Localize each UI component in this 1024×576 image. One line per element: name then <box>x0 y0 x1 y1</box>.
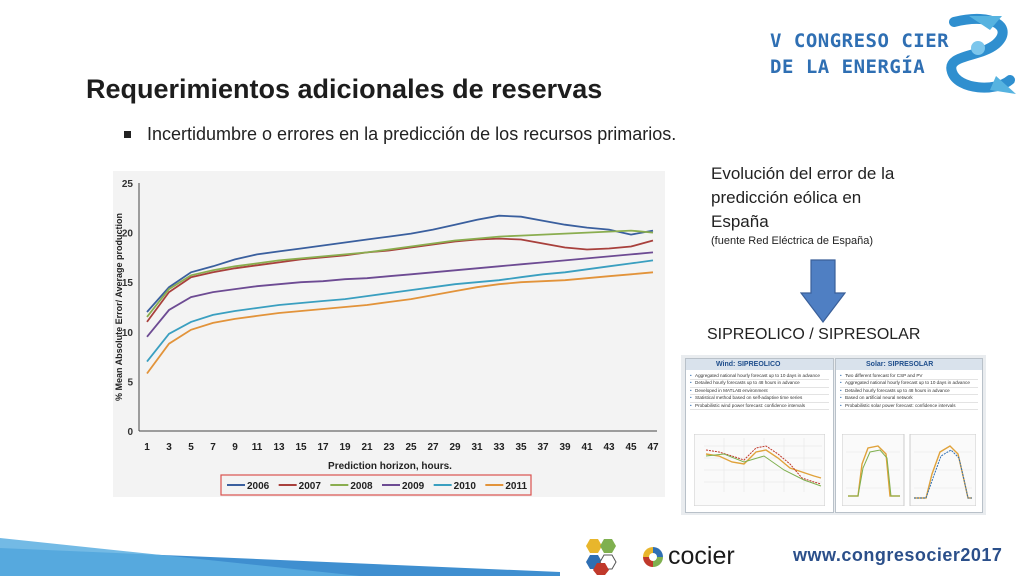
down-arrow-icon <box>800 259 846 323</box>
list-item: Aggregated national hourly forecast up t… <box>840 380 978 388</box>
caption-line-3: España <box>711 212 769 231</box>
y-tick-label: 25 <box>122 179 134 190</box>
forecast-panels: Wind: SIPREOLICO Aggregated national hou… <box>681 355 986 515</box>
list-item: Two different forecast for CSP and PV <box>840 373 978 381</box>
bullet-text: Incertidumbre o errores en la predicción… <box>147 124 677 144</box>
solar-panel-title: Solar: SIPRESOLAR <box>836 359 982 370</box>
x-tick-label: 21 <box>361 442 373 453</box>
x-tick-label: 27 <box>427 442 439 453</box>
cier-hexagon-logo-icon <box>586 539 617 575</box>
logo-line-2: DE LA ENERGÍA <box>770 56 926 78</box>
x-tick-label: 31 <box>471 442 483 453</box>
x-tick-label: 47 <box>647 442 659 453</box>
y-tick-label: 15 <box>122 278 134 289</box>
list-item: Probabilistic wind power forecast: confi… <box>690 403 829 411</box>
list-item: Detailed hourly forecasts up to 48 hours… <box>690 380 829 388</box>
x-tick-label: 37 <box>537 442 549 453</box>
list-item: Developed in MATLAB environment <box>690 388 829 396</box>
list-item: Detailed hourly forecasts up to 48 hours… <box>840 388 978 396</box>
series-line-2011 <box>146 271 654 375</box>
footer-decoration <box>0 538 1024 576</box>
congress-logo: V CONGRESO CIER DE LA ENERGÍA <box>764 10 1019 98</box>
x-tick-label: 11 <box>252 442 263 453</box>
x-tick-label: 33 <box>493 442 505 453</box>
series-line-2009 <box>146 251 654 338</box>
series-line-2008 <box>146 229 654 318</box>
wind-panel: Wind: SIPREOLICO Aggregated national hou… <box>685 358 834 513</box>
series-line-2010 <box>146 259 654 363</box>
list-item: Aggregated national hourly forecast up t… <box>690 373 829 381</box>
x-tick-label: 29 <box>449 442 461 453</box>
x-tick-label: 5 <box>188 442 194 453</box>
bullet-item: Incertidumbre o errores en la predicción… <box>124 124 676 145</box>
legend-label: 2011 <box>505 481 527 492</box>
x-tick-label: 7 <box>210 442 216 453</box>
caption-source: (fuente Red Eléctrica de España) <box>711 235 874 247</box>
x-tick-label: 1 <box>144 442 150 453</box>
solar-forecast-thumbnail <box>842 434 976 506</box>
x-tick-label: 25 <box>405 442 417 453</box>
slide-title: Requerimientos adicionales de reservas <box>86 74 603 104</box>
y-tick-label: 20 <box>122 229 134 240</box>
x-tick-label: 9 <box>232 442 238 453</box>
legend-label: 2007 <box>299 481 322 492</box>
x-tick-label: 15 <box>295 442 307 453</box>
error-chart: 0 5 10 15 20 25 1 3 5 7 9 11 13 15 17 19 21 23 25 27 29 31 33 3… <box>113 171 665 497</box>
cocier-mark-icon <box>643 547 663 567</box>
x-tick-label: 19 <box>339 442 351 453</box>
y-tick-label: 10 <box>122 328 134 339</box>
cocier-brand: cocier <box>668 542 735 570</box>
y-tick-label: 5 <box>127 377 133 388</box>
x-tick-label: 43 <box>603 442 615 453</box>
list-item: Statistical method based on self-adaptiv… <box>690 395 829 403</box>
legend-label: 2010 <box>454 481 477 492</box>
series-line-2007 <box>146 237 654 323</box>
x-tick-label: 17 <box>317 442 329 453</box>
x-tick-label: 41 <box>581 442 593 453</box>
chart-caption: Evolución del error de la predicción eól… <box>711 162 991 248</box>
x-tick-label: 13 <box>273 442 285 453</box>
x-axis-label: Prediction horizon, hours. <box>328 461 452 472</box>
legend-label: 2009 <box>402 481 425 492</box>
list-item: Probabilistic solar power forecast: conf… <box>840 403 978 411</box>
footer-url[interactable]: www.congresocier2017 <box>793 545 1003 565</box>
sipre-label: SIPREOLICO / SIPRESOLAR <box>707 326 921 343</box>
bullet-square-icon <box>124 131 131 138</box>
wind-feature-list: Aggregated national hourly forecast up t… <box>690 373 829 411</box>
solar-panel: Solar: SIPRESOLAR Two different forecast… <box>835 358 983 513</box>
logo-line-1: V CONGRESO CIER <box>770 30 950 52</box>
wind-panel-title: Wind: SIPREOLICO <box>686 359 833 370</box>
y-axis-label: % Mean Absolute Error/ Average productio… <box>114 213 124 401</box>
caption-line-1: Evolución del error de la <box>711 164 895 183</box>
x-tick-label: 23 <box>383 442 395 453</box>
x-tick-label: 45 <box>625 442 637 453</box>
wind-forecast-thumbnail <box>694 434 825 506</box>
series-line-2006 <box>146 214 654 313</box>
y-tick-label: 0 <box>127 427 133 438</box>
x-tick-label: 3 <box>166 442 172 453</box>
x-tick-label: 39 <box>559 442 571 453</box>
caption-line-2: predicción eólica en <box>711 188 862 207</box>
swirl-logo-icon <box>946 13 1016 94</box>
legend-label: 2006 <box>247 481 270 492</box>
solar-feature-list: Two different forecast for CSP and PV Ag… <box>840 373 978 411</box>
list-item: Based on artificial neural network <box>840 395 978 403</box>
x-tick-label: 35 <box>515 442 527 453</box>
legend-label: 2008 <box>350 481 373 492</box>
legend-box <box>220 474 532 496</box>
